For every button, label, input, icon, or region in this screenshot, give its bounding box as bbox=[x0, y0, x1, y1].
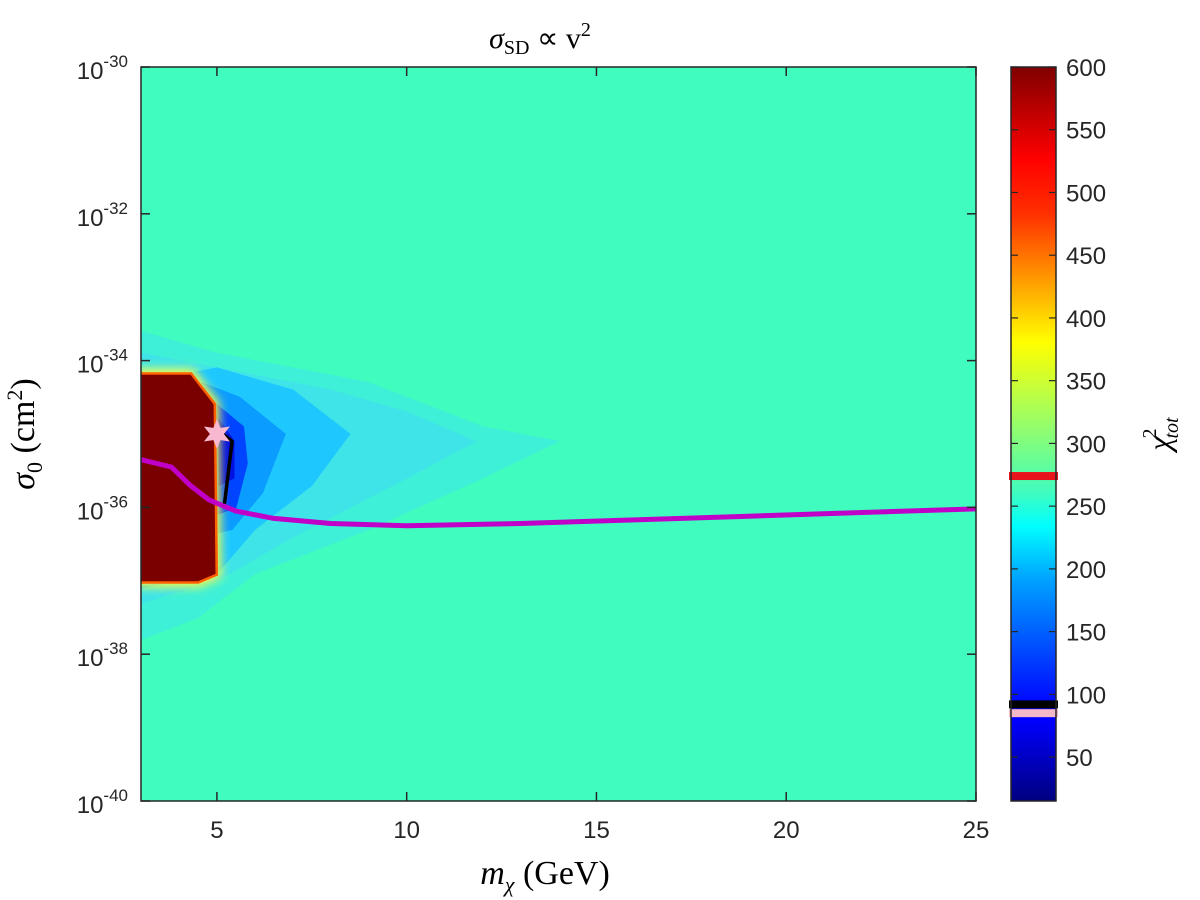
x-tick-label: 10 bbox=[393, 817, 420, 844]
colorbar-tick-label: 300 bbox=[1066, 431, 1106, 458]
y-tick-label: 10-30 bbox=[77, 52, 128, 85]
colorbar-threshold-marker bbox=[1009, 709, 1058, 718]
y-tick-label: 10-34 bbox=[77, 346, 128, 379]
region-exclusion-red bbox=[141, 374, 216, 582]
y-tick-label: 10-38 bbox=[77, 639, 128, 672]
colorbar-tick-label: 400 bbox=[1066, 306, 1106, 333]
colorbar-threshold-marker bbox=[1009, 472, 1058, 481]
best-fit-star-marker bbox=[203, 419, 230, 449]
colorbar-markers bbox=[1009, 472, 1058, 718]
colorbar-frame bbox=[1010, 66, 1057, 802]
colorbar-tick-label: 550 bbox=[1066, 118, 1106, 145]
colorbar-tick-label: 250 bbox=[1066, 494, 1106, 521]
data-lines bbox=[141, 419, 976, 529]
colorbar-label: χ2tot bbox=[1139, 417, 1183, 454]
chart-title: σSD ∝ v2 bbox=[489, 19, 591, 59]
y-tick-label: 10-36 bbox=[77, 492, 128, 525]
x-axis: 5 10 15 20 25 bbox=[210, 67, 989, 844]
x-axis-label: mχ (GeV) bbox=[480, 855, 610, 897]
x-tick-label: 5 bbox=[210, 817, 223, 844]
colorbar bbox=[1011, 67, 1056, 801]
y-axis-label: σ0 (cm2) bbox=[2, 378, 47, 489]
x-tick-label: 25 bbox=[963, 817, 990, 844]
colorbar-threshold-marker bbox=[1009, 700, 1058, 709]
colorbar-tick-label: 150 bbox=[1066, 620, 1106, 647]
colorbar-tick-label: 350 bbox=[1066, 369, 1106, 396]
colorbar-tick-label: 50 bbox=[1066, 745, 1093, 772]
colorbar-tick-label: 100 bbox=[1066, 682, 1106, 709]
limit-curve bbox=[141, 457, 976, 529]
plot-frame bbox=[140, 66, 977, 802]
y-tick-label: 10-40 bbox=[77, 786, 128, 819]
y-tick-label: 10-32 bbox=[77, 199, 128, 232]
colorbar-tick-label: 600 bbox=[1066, 55, 1106, 82]
colorbar-tick-label: 500 bbox=[1066, 180, 1106, 207]
x-tick-label: 20 bbox=[773, 817, 800, 844]
colorbar-ticks: 50 100 150 200 250 300 350 400 450 500 550 600 bbox=[1011, 55, 1106, 772]
colorbar-tick-label: 200 bbox=[1066, 557, 1106, 584]
x-tick-label: 15 bbox=[583, 817, 610, 844]
colorbar-tick-label: 450 bbox=[1066, 243, 1106, 270]
y-axis: 10-30 10-32 10-34 10-36 10-38 10-40 bbox=[77, 52, 976, 819]
